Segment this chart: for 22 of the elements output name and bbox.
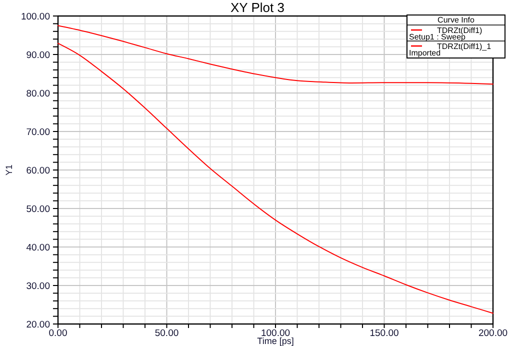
- y-tick-label: 20.00: [26, 319, 50, 330]
- y-tick-label: 50.00: [26, 204, 50, 215]
- y-tick-label: 60.00: [26, 165, 50, 176]
- x-axis-title: Time [ps]: [257, 336, 294, 346]
- y-tick-label: 30.00: [26, 280, 50, 292]
- line-series: [58, 42, 494, 314]
- y-tick-label: 40.00: [26, 242, 50, 254]
- legend-label: TDRZt(Diff1) Setup1 : Sweep: [409, 26, 483, 42]
- legend-label: TDRZt(Diff1)_1 Imported: [409, 42, 492, 58]
- y-tick-label: 80.00: [26, 88, 50, 100]
- y-tick-label: 100.00: [20, 11, 50, 22]
- x-tick-label: 150.00: [370, 328, 399, 339]
- line-series: [58, 25, 494, 85]
- x-tick-label: 100.00: [260, 328, 290, 339]
- y-tick-label: 70.00: [26, 126, 50, 138]
- chart-title: XY Plot 3: [230, 0, 284, 15]
- y-axis-title: Y1: [4, 164, 14, 176]
- x-tick-label: 50.00: [154, 328, 179, 339]
- legend-title: Curve Info: [438, 16, 476, 24]
- x-tick-label: 0.00: [48, 328, 68, 339]
- y-tick-label: 90.00: [26, 50, 50, 61]
- x-tick-label: 200.00: [478, 328, 508, 339]
